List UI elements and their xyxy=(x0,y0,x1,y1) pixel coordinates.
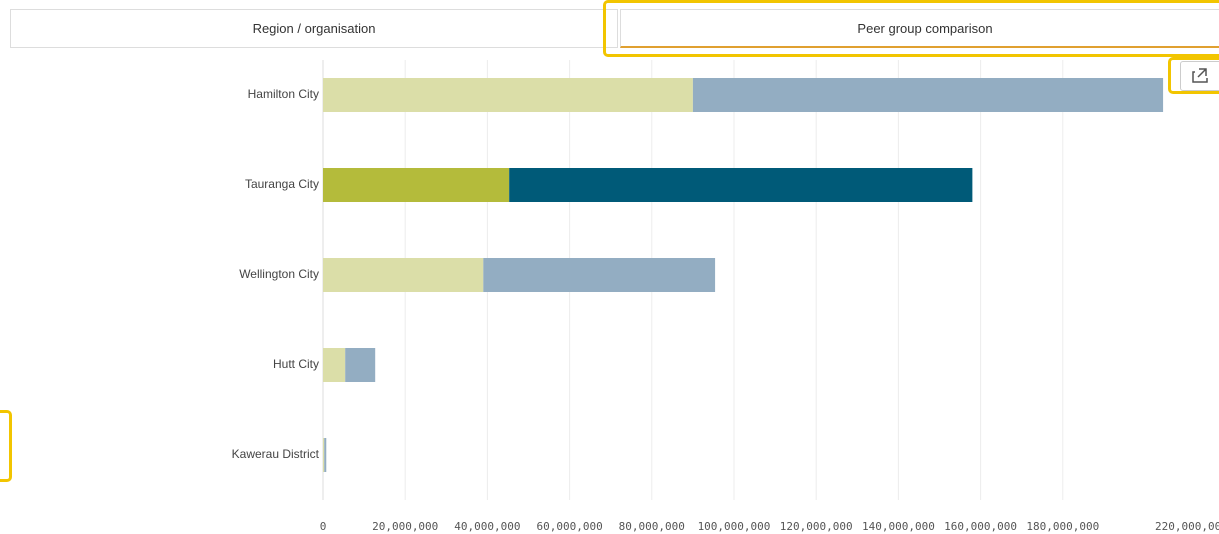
tab[interactable]: Region / organisation xyxy=(10,9,618,48)
export-icon xyxy=(1192,68,1208,83)
x-tick-label: 40,000,000 xyxy=(454,520,520,533)
bar-segment xyxy=(323,348,346,382)
x-tick-label: 60,000,000 xyxy=(536,520,602,533)
bar-segment xyxy=(692,78,1164,112)
bar-segment xyxy=(345,348,376,382)
x-tick-label: 0 xyxy=(320,520,327,533)
bar-segment xyxy=(509,168,973,202)
tab-active[interactable]: Peer group comparison xyxy=(620,9,1219,48)
export-button[interactable] xyxy=(1180,61,1219,91)
y-tick-label: Wellington City xyxy=(239,267,319,281)
y-tick-label: Kawerau District xyxy=(232,447,320,461)
x-tick-label: 120,000,000 xyxy=(780,520,853,533)
highlight xyxy=(1168,57,1219,94)
bar-segment xyxy=(323,78,693,112)
bar-segment xyxy=(323,168,510,202)
bar-segment xyxy=(323,438,325,472)
x-tick-label: 180,000,000 xyxy=(1026,520,1099,533)
y-tick-label: Hutt City xyxy=(273,357,319,371)
bar-segment xyxy=(483,258,716,292)
x-tick-label: 80,000,000 xyxy=(619,520,685,533)
bar-segment xyxy=(324,438,327,472)
y-tick-label: Tauranga City xyxy=(245,177,319,191)
x-tick-label: 220,000,000 xyxy=(1155,520,1219,533)
highlight xyxy=(0,410,12,482)
x-tick-label: 160,000,000 xyxy=(944,520,1017,533)
highlight xyxy=(603,0,1219,57)
bar-segment xyxy=(323,258,484,292)
y-tick-label: Hamilton City xyxy=(248,87,319,101)
x-tick-label: 140,000,000 xyxy=(862,520,935,533)
x-tick-label: 100,000,000 xyxy=(698,520,771,533)
x-tick-label: 20,000,000 xyxy=(372,520,438,533)
